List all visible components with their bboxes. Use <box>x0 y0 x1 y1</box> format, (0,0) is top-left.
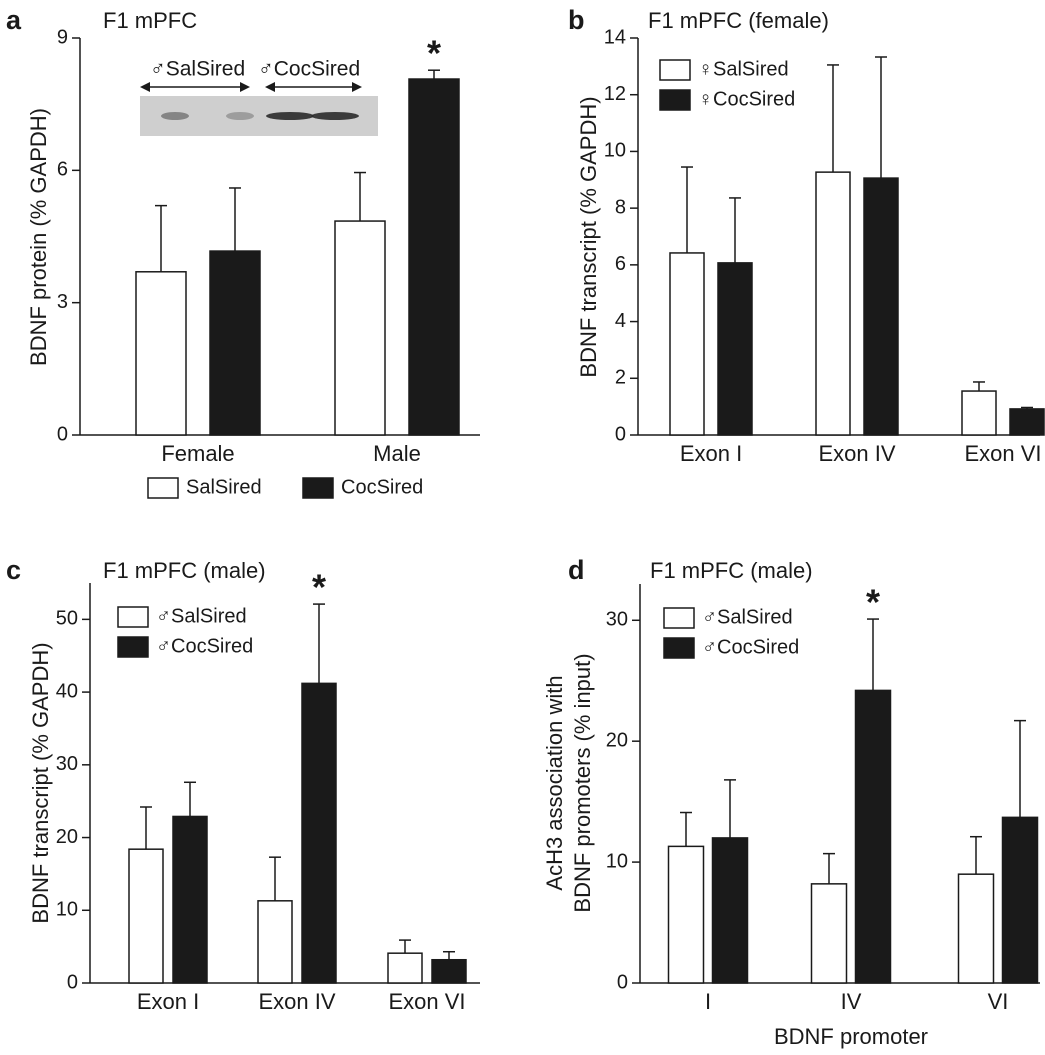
y-tick-label: 50 <box>56 608 78 630</box>
y-tick-label: 40 <box>56 680 78 702</box>
x-tick-label: IV <box>841 989 862 1014</box>
bar <box>854 689 892 984</box>
y-tick-label: 30 <box>606 609 628 631</box>
x-tick-label: I <box>705 989 711 1014</box>
y-tick-label: 8 <box>615 196 626 218</box>
bar <box>1009 408 1045 436</box>
x-tick-label: Female <box>161 441 234 466</box>
bar <box>408 78 460 436</box>
panel-letter: b <box>568 5 585 35</box>
bar <box>431 958 467 984</box>
bar <box>669 252 705 436</box>
significance-mark: * <box>427 33 441 74</box>
legend-label: SalSired <box>186 476 262 498</box>
x-tick-label: Exon IV <box>258 989 335 1014</box>
bar <box>810 883 848 984</box>
y-axis-label: BDNF transcript (% GAPDH) <box>576 96 601 377</box>
legend-swatch <box>663 637 695 659</box>
y-tick-label: 20 <box>606 729 628 751</box>
legend-swatch <box>117 636 149 658</box>
y-tick-label: 10 <box>604 140 626 162</box>
x-tick-label: Exon VI <box>964 441 1041 466</box>
y-axis-label: BDNF transcript (% GAPDH) <box>28 642 53 923</box>
bar <box>209 250 261 436</box>
bar <box>172 815 208 984</box>
x-axis-label: BDNF promoter <box>774 1024 928 1049</box>
y-tick-label: 2 <box>615 367 626 389</box>
panel-letter: a <box>6 5 22 35</box>
chart-title: F1 mPFC (male) <box>650 558 813 583</box>
x-tick-label: Exon IV <box>818 441 895 466</box>
x-tick-label: Exon VI <box>388 989 465 1014</box>
bar <box>667 845 705 984</box>
y-tick-label: 20 <box>56 826 78 848</box>
y-tick-label: 9 <box>57 26 68 48</box>
inset-label: ♂CocSired <box>258 58 360 81</box>
significance-mark: * <box>312 567 326 608</box>
chart-title: F1 mPFC (male) <box>103 558 266 583</box>
bar <box>135 271 187 436</box>
y-tick-label: 0 <box>615 423 626 445</box>
legend-swatch <box>147 477 179 499</box>
bar <box>961 390 997 436</box>
bar <box>1001 816 1039 984</box>
panel-letter: c <box>6 555 21 585</box>
chart-title: F1 mPFC <box>103 8 197 33</box>
x-tick-label: VI <box>988 989 1009 1014</box>
blot-band <box>226 112 254 120</box>
y-tick-label: 6 <box>615 253 626 275</box>
inset-label: ♂SalSired <box>150 58 245 81</box>
y-tick-label: 10 <box>606 850 628 872</box>
inset-arrowhead <box>265 82 362 92</box>
x-tick-label: Exon I <box>137 989 199 1014</box>
significance-mark: * <box>866 582 880 623</box>
legend-swatch <box>659 89 691 111</box>
bar <box>815 171 851 436</box>
legend-label: ♂CocSired <box>702 636 799 658</box>
y-tick-label: 3 <box>57 291 68 313</box>
blot-band <box>161 112 189 120</box>
x-tick-label: Male <box>373 441 421 466</box>
y-tick-label: 6 <box>57 159 68 181</box>
legend-swatch <box>302 477 334 499</box>
y-tick-label: 4 <box>615 310 626 332</box>
y-axis-label: BDNF promoters (% input) <box>570 653 595 912</box>
blot-band <box>311 112 359 120</box>
y-axis-label: BDNF protein (% GAPDH) <box>26 108 51 366</box>
y-tick-label: 14 <box>604 26 626 48</box>
y-tick-label: 0 <box>57 423 68 445</box>
legend-swatch <box>663 607 695 629</box>
legend-label: ♂CocSired <box>156 635 253 657</box>
blot-band <box>266 112 314 120</box>
legend-swatch <box>117 606 149 628</box>
y-tick-label: 0 <box>67 971 78 993</box>
y-tick-label: 12 <box>604 83 626 105</box>
legend-label: ♀CocSired <box>698 88 795 110</box>
x-tick-label: Exon I <box>680 441 742 466</box>
bar <box>128 848 164 984</box>
bar <box>257 900 293 984</box>
legend-swatch <box>659 59 691 81</box>
legend-label: CocSired <box>341 476 423 498</box>
bar <box>387 952 423 984</box>
bar <box>334 220 386 436</box>
legend-label: ♂SalSired <box>702 606 793 628</box>
bar <box>957 873 995 984</box>
y-axis-label: AcH3 association with <box>542 675 567 890</box>
chart-title: F1 mPFC (female) <box>648 8 829 33</box>
bar <box>863 177 899 436</box>
bar <box>717 262 753 436</box>
y-tick-label: 10 <box>56 899 78 921</box>
bar <box>301 682 337 984</box>
legend-label: ♀SalSired <box>698 58 789 80</box>
bar <box>711 837 749 984</box>
legend-label: ♂SalSired <box>156 605 247 627</box>
panel-letter: d <box>568 555 585 585</box>
y-tick-label: 0 <box>617 971 628 993</box>
y-tick-label: 30 <box>56 753 78 775</box>
